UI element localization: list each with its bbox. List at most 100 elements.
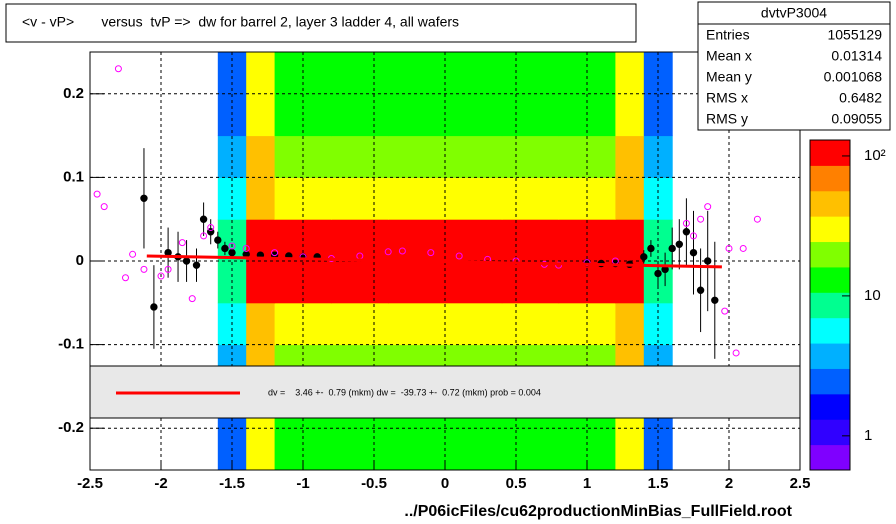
heatmap-cell <box>501 52 560 95</box>
color-scale-step <box>810 241 850 268</box>
stats-title: dvtvP3004 <box>761 5 827 21</box>
x-tick-label: -2 <box>154 475 167 492</box>
marker <box>182 257 191 265</box>
marker <box>140 265 148 273</box>
marker <box>221 244 229 253</box>
stats-label: Mean y <box>706 69 752 85</box>
heatmap-cell <box>246 261 276 304</box>
x-tick-label: -1.5 <box>219 475 245 492</box>
marker <box>675 240 683 248</box>
marker <box>704 203 712 211</box>
heatmap-cell <box>445 177 503 220</box>
heatmap-cell <box>246 52 276 95</box>
heatmap-cell <box>331 302 389 346</box>
heatmap-cell <box>445 302 503 346</box>
heatmap-cell <box>246 93 276 137</box>
title-box <box>5 3 637 43</box>
heatmap-cell <box>501 428 560 471</box>
color-scale-step <box>810 165 850 192</box>
marker <box>114 65 122 73</box>
stats-label: Mean x <box>706 48 752 64</box>
y-tick-label: 0.2 <box>63 85 84 102</box>
marker <box>690 232 697 240</box>
marker <box>654 269 662 278</box>
heatmap-cell <box>615 302 645 346</box>
y-tick-label: 0 <box>76 252 84 269</box>
marker <box>682 219 690 227</box>
heatmap-cell <box>388 93 446 137</box>
heatmap-cell <box>615 135 645 178</box>
marker <box>739 244 747 252</box>
marker <box>697 215 705 223</box>
marker <box>721 307 729 315</box>
stats-value: 1055129 <box>827 27 882 43</box>
color-scale-step <box>810 317 850 344</box>
heatmap-cell <box>246 428 276 471</box>
y-tick-label: -0.1 <box>58 336 84 353</box>
stats-label: Entries <box>706 27 750 43</box>
marker <box>668 244 676 253</box>
heatmap-cell <box>501 135 560 178</box>
color-scale-step <box>810 393 850 420</box>
heatmap-cell <box>615 93 645 137</box>
color-scale-step <box>810 444 850 471</box>
heatmap-cell <box>615 52 645 95</box>
x-tick-label: 0 <box>441 475 449 492</box>
marker <box>640 253 648 261</box>
marker <box>207 224 215 232</box>
stats-box <box>697 1 891 131</box>
heatmap-cell <box>246 135 276 178</box>
heatmap-cell <box>388 219 446 262</box>
x-tick-label: -1 <box>296 475 309 492</box>
x-axis-label: ../P06icFiles/cu62productionMinBias_Full… <box>404 503 792 520</box>
heatmap-cell <box>388 302 446 346</box>
marker <box>200 232 208 240</box>
marker <box>150 303 158 311</box>
marker <box>753 215 761 223</box>
color-scale-step <box>810 266 850 293</box>
heatmap-cell <box>615 177 645 220</box>
x-tick-label: 2.5 <box>790 475 811 492</box>
heatmap-cell <box>445 135 503 178</box>
marker <box>192 261 201 269</box>
marker <box>689 248 698 257</box>
fit-line <box>146 254 722 269</box>
heatmap-cell <box>388 52 446 95</box>
marker <box>178 239 186 247</box>
heatmap-cell <box>501 261 560 304</box>
marker <box>122 274 129 282</box>
x-tick-label: -0.5 <box>361 475 387 492</box>
color-scale-step <box>810 140 850 166</box>
heatmap-cell <box>388 177 446 220</box>
marker <box>271 249 279 257</box>
heatmap-cell <box>331 261 389 304</box>
color-scale-step <box>810 216 850 243</box>
marker <box>228 242 236 250</box>
heatmap-cell <box>331 93 389 137</box>
color-scale-step <box>810 292 850 319</box>
x-tick-label: -2.5 <box>77 475 103 492</box>
heatmap-cell <box>445 261 503 304</box>
heatmap-cell <box>445 428 503 471</box>
x-tick-label: 0.5 <box>506 475 527 492</box>
marker <box>199 215 208 223</box>
fit-legend-text: dv = 3.46 +- 0.79 (mkm) dw = -39.73 +- 0… <box>268 387 541 397</box>
heatmap-cell <box>331 177 389 220</box>
heatmap-cell <box>246 302 276 346</box>
heatmap-cell <box>615 428 645 471</box>
marker <box>157 272 165 280</box>
z-tick-label: 10² <box>864 147 886 164</box>
marker <box>398 247 406 255</box>
heatmap-cell <box>501 93 560 137</box>
marker <box>228 248 236 257</box>
marker <box>129 250 137 258</box>
stats-value: 0.01314 <box>831 48 882 64</box>
marker <box>140 194 148 203</box>
color-scale-step <box>810 368 850 395</box>
heatmap-cell <box>615 219 645 262</box>
marker <box>242 244 250 252</box>
marker <box>455 252 463 260</box>
heatmap-cell <box>388 261 446 304</box>
stats-value: 0.6482 <box>839 90 882 106</box>
